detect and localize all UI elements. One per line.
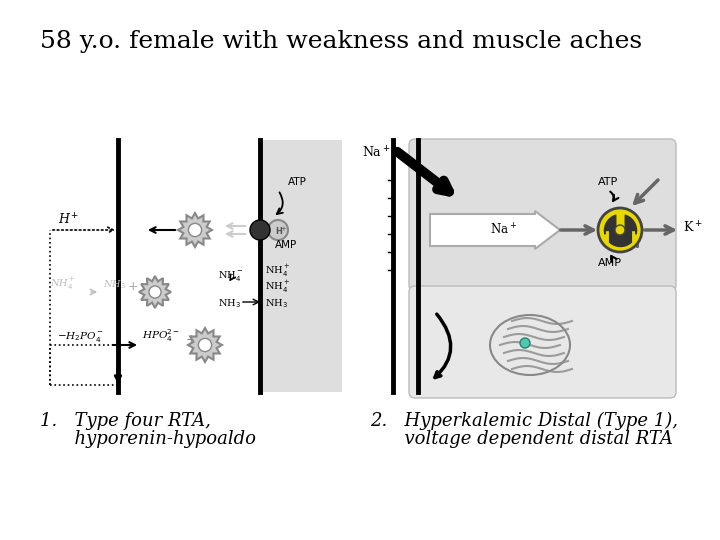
Text: +: +: [128, 280, 139, 293]
Circle shape: [520, 338, 530, 348]
Text: H: H: [275, 227, 282, 236]
Text: ATP: ATP: [288, 177, 307, 187]
Circle shape: [598, 208, 642, 252]
Text: AMP: AMP: [598, 258, 622, 268]
Text: Na$^+$: Na$^+$: [362, 146, 390, 161]
Text: HPO$_4^{2-}$: HPO$_4^{2-}$: [142, 327, 180, 344]
Text: NH$_4^+$: NH$_4^+$: [50, 276, 76, 292]
FancyArrow shape: [430, 211, 560, 249]
Circle shape: [615, 225, 625, 235]
FancyBboxPatch shape: [258, 140, 342, 392]
Text: 2.   Hyperkalemic Distal (Type 1),: 2. Hyperkalemic Distal (Type 1),: [370, 412, 678, 430]
Text: +: +: [280, 226, 286, 232]
Circle shape: [149, 286, 161, 298]
Text: ATP: ATP: [598, 177, 618, 187]
Circle shape: [268, 220, 288, 240]
Circle shape: [189, 224, 202, 237]
Text: +: +: [186, 333, 197, 346]
Text: Na$^+$: Na$^+$: [490, 222, 517, 238]
FancyBboxPatch shape: [409, 139, 676, 291]
Text: H$^+$: H$^+$: [58, 213, 79, 228]
Text: K$^+$: K$^+$: [683, 221, 703, 236]
Polygon shape: [188, 328, 222, 362]
Text: 1.   Type four RTA,: 1. Type four RTA,: [40, 412, 211, 430]
Text: voltage dependent distal RTA: voltage dependent distal RTA: [370, 430, 673, 448]
Text: NH$_3$: NH$_3$: [218, 297, 241, 310]
Text: NH$_4^+$: NH$_4^+$: [265, 279, 290, 295]
Text: NH$_3$: NH$_3$: [103, 278, 126, 291]
Circle shape: [199, 339, 212, 352]
Text: hyporenin-hypoaldo: hyporenin-hypoaldo: [40, 430, 256, 448]
Text: NH$_3$: NH$_3$: [265, 297, 288, 310]
Text: $-$H$_2$PO$_4^-$: $-$H$_2$PO$_4^-$: [57, 330, 104, 344]
Text: 58 y.o. female with weakness and muscle aches: 58 y.o. female with weakness and muscle …: [40, 30, 642, 53]
Text: NH$_4^-$: NH$_4^-$: [218, 269, 243, 283]
Text: AMP: AMP: [275, 240, 297, 250]
FancyBboxPatch shape: [409, 286, 676, 398]
Polygon shape: [139, 276, 171, 308]
Text: NH$_4^+$: NH$_4^+$: [265, 263, 290, 279]
Polygon shape: [178, 213, 212, 247]
Circle shape: [250, 220, 270, 240]
